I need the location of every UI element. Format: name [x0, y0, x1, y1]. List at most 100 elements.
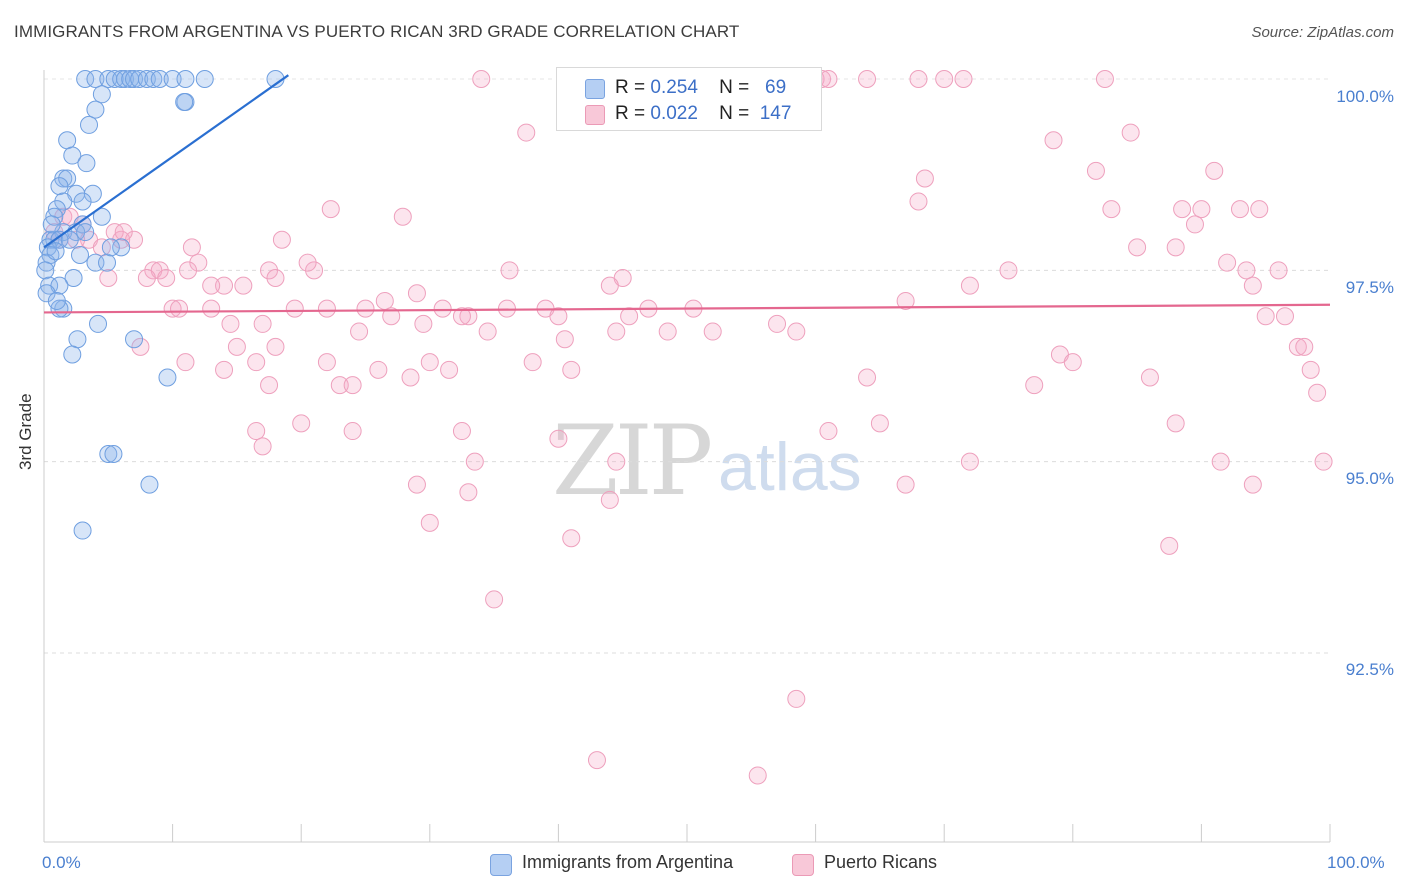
point-argentina-22: [63, 146, 82, 165]
point-argentina-19: [86, 100, 105, 119]
point-puerto-rican-104: [1063, 353, 1082, 372]
point-puerto-rican-65: [375, 291, 394, 310]
point-puerto-rican-131: [420, 513, 439, 532]
point-puerto-rican-123: [607, 452, 626, 471]
point-puerto-rican-85: [787, 322, 806, 341]
point-puerto-rican-12: [1205, 161, 1224, 180]
point-puerto-rican-86: [131, 337, 150, 356]
point-puerto-rican-8: [1095, 70, 1114, 88]
point-puerto-rican-108: [1288, 337, 1307, 356]
point-argentina-0: [76, 70, 95, 88]
point-puerto-rican-5: [909, 70, 928, 88]
point-puerto-rican-64: [356, 299, 375, 318]
point-puerto-rican-45: [266, 268, 285, 287]
point-puerto-rican-40: [189, 253, 208, 272]
point-puerto-rican-53: [1128, 238, 1147, 257]
point-puerto-rican-140: [137, 268, 156, 287]
axes: [43, 70, 1331, 843]
point-puerto-rican-117: [452, 422, 471, 441]
legend-swatch-argentina: [585, 79, 605, 99]
stats-legend: R = 0.254 N = 69 R = 0.022 N = 147: [556, 67, 822, 131]
point-puerto-rican-105: [1140, 368, 1159, 387]
point-puerto-rican-79: [452, 307, 471, 326]
point-puerto-rican-56: [1243, 276, 1262, 295]
point-argentina-63: [37, 284, 56, 303]
point-puerto-rican-9: [517, 123, 536, 142]
point-puerto-rican-3: [819, 70, 838, 88]
point-puerto-rican-6: [935, 70, 954, 88]
point-argentina-61: [140, 475, 159, 494]
point-puerto-rican-71: [549, 307, 568, 326]
point-puerto-rican-136: [587, 751, 606, 770]
point-puerto-rican-94: [420, 353, 439, 372]
point-puerto-rican-115: [292, 414, 311, 433]
point-puerto-rican-10: [1044, 131, 1063, 150]
point-puerto-rican-95: [440, 360, 459, 379]
point-puerto-rican-97: [562, 360, 581, 379]
point-argentina-18: [175, 92, 194, 111]
point-puerto-rican-15: [909, 192, 928, 211]
point-argentina-29: [73, 192, 92, 211]
point-argentina-23: [77, 154, 96, 173]
point-puerto-rican-58: [600, 276, 619, 295]
point-puerto-rican-41: [157, 268, 176, 287]
legend-r-value-argentina: 0.254: [650, 77, 698, 98]
point-argentina-30: [54, 192, 73, 211]
point-puerto-rican-16: [321, 200, 340, 219]
point-puerto-rican-101: [401, 368, 420, 387]
point-puerto-rican-141: [202, 276, 221, 295]
point-argentina-45: [98, 253, 117, 272]
point-argentina-10: [144, 70, 163, 88]
point-puerto-rican-83: [658, 322, 677, 341]
point-argentina-67: [47, 291, 66, 310]
point-argentina-5: [116, 70, 135, 88]
point-puerto-rican-102: [858, 368, 877, 387]
point-puerto-rican-66: [382, 307, 401, 326]
point-puerto-rican-76: [253, 314, 272, 333]
point-puerto-rican-96: [523, 353, 542, 372]
point-puerto-rican-90: [176, 353, 195, 372]
point-puerto-rican-98: [260, 376, 279, 395]
point-puerto-rican-116: [343, 422, 362, 441]
point-puerto-rican-23: [1185, 215, 1204, 234]
point-argentina-62: [73, 521, 92, 540]
chart-source: Source: ZipAtlas.com: [1251, 24, 1394, 41]
point-argentina-57: [63, 345, 82, 364]
legend-swatch-puerto-ricans: [585, 105, 605, 125]
point-puerto-rican-19: [1173, 200, 1192, 219]
point-puerto-rican-120: [870, 414, 889, 433]
point-puerto-rican-13: [1086, 161, 1105, 180]
point-argentina-55: [68, 330, 87, 349]
x-tick-label-min: 0.0%: [42, 853, 81, 872]
point-puerto-rican-77: [350, 322, 369, 341]
point-argentina-16: [92, 85, 111, 104]
point-puerto-rican-7: [954, 70, 973, 88]
bottom-legend-swatch-puerto-ricans: [792, 854, 814, 876]
point-puerto-rican-118: [549, 429, 568, 448]
point-puerto-rican-37: [260, 261, 279, 280]
point-puerto-rican-110: [1301, 360, 1320, 379]
point-puerto-rican-61: [202, 299, 221, 318]
point-puerto-rican-34: [182, 238, 201, 257]
point-puerto-rican-145: [1025, 376, 1044, 395]
point-puerto-rican-133: [1160, 536, 1179, 555]
point-puerto-rican-99: [330, 376, 349, 395]
point-puerto-rican-80: [478, 322, 497, 341]
point-puerto-rican-78: [414, 314, 433, 333]
point-argentina-48: [36, 261, 55, 280]
point-argentina-40: [76, 223, 95, 242]
point-puerto-rican-112: [1314, 452, 1333, 471]
point-argentina-34: [92, 207, 111, 226]
point-puerto-rican-59: [163, 299, 182, 318]
point-puerto-rican-36: [305, 261, 324, 280]
point-puerto-rican-14: [915, 169, 934, 188]
point-puerto-rican-128: [600, 490, 619, 509]
point-puerto-rican-130: [1243, 475, 1262, 494]
point-puerto-rican-48: [500, 261, 519, 280]
point-puerto-rican-46: [298, 253, 317, 272]
bottom-legend-label-puerto-ricans: Puerto Ricans: [824, 852, 938, 872]
point-puerto-rican-106: [1256, 307, 1275, 326]
point-puerto-rican-100: [343, 376, 362, 395]
point-argentina-1: [86, 70, 105, 88]
point-puerto-rican-122: [465, 452, 484, 471]
